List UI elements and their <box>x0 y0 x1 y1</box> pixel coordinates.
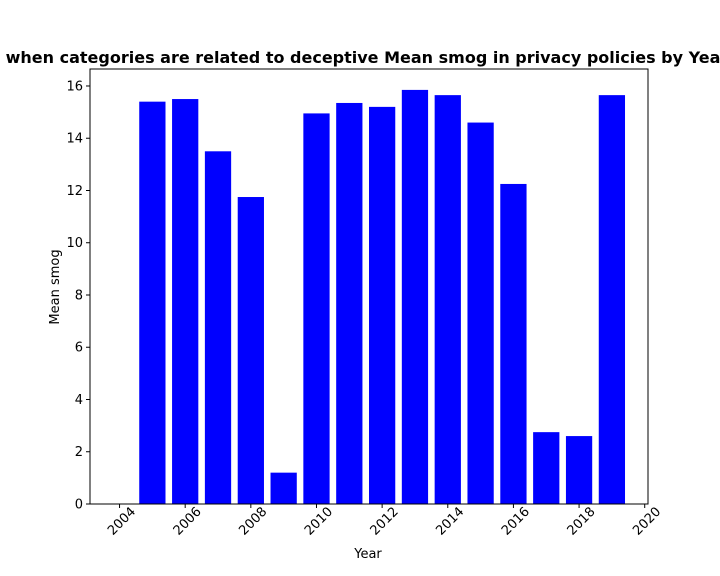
y-tick-label: 4 <box>75 393 83 408</box>
bar-2013 <box>401 89 429 505</box>
bar-2008 <box>237 197 264 504</box>
x-tick-label: 2014 <box>433 505 467 539</box>
x-tick-label: 2010 <box>302 505 336 539</box>
bar-2016 <box>500 183 527 504</box>
x-tick-label: 2004 <box>105 505 139 539</box>
x-tick-label: 2006 <box>171 505 205 539</box>
bar-2014 <box>434 95 461 504</box>
bar-2011 <box>336 102 363 505</box>
x-tick-label: 2020 <box>630 505 664 539</box>
bar-2010 <box>303 113 330 504</box>
y-tick-label: 6 <box>75 341 83 356</box>
y-tick-label: 8 <box>75 288 83 303</box>
y-tick-label: 14 <box>66 132 83 147</box>
axes-frame <box>89 68 649 505</box>
y-tick-label: 0 <box>75 498 83 513</box>
x-tick-label: 2016 <box>499 505 533 539</box>
y-tick-label: 2 <box>75 445 83 460</box>
x-axis-label: Year <box>353 547 382 562</box>
bar-2012 <box>369 106 396 504</box>
chart-title: when categories are related to deceptive… <box>6 48 720 67</box>
bar-2018 <box>565 436 593 504</box>
bar-2009 <box>270 472 297 504</box>
bar-2005 <box>139 101 166 504</box>
y-tick-label: 12 <box>66 184 83 199</box>
y-axis-label: Mean smog <box>48 249 63 324</box>
x-tick-label: 2018 <box>565 505 599 539</box>
bar-2006 <box>172 99 199 505</box>
bar-2019 <box>598 95 626 504</box>
bar-2017 <box>533 432 560 504</box>
y-tick-label: 10 <box>66 236 83 251</box>
bar-2007 <box>204 151 232 505</box>
bar-2015 <box>467 122 494 504</box>
plot-area: 0 2 4 6 8 10 12 14 16 2004 2006 2008 2010 2012 2014 201… <box>66 68 664 539</box>
y-tick-label: 16 <box>66 79 83 94</box>
x-tick-label: 2012 <box>368 505 402 539</box>
x-tick-label: 2008 <box>236 505 270 539</box>
